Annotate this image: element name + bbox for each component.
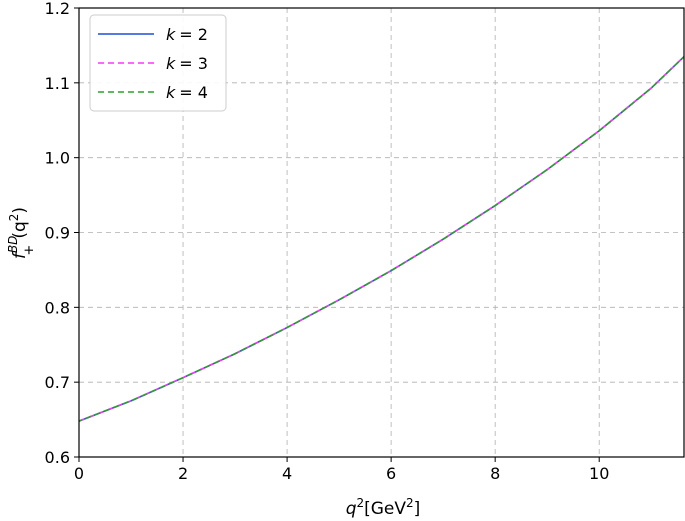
x-label-unit-close: ] [414, 499, 421, 519]
ticks: 0 2 4 6 8 10 0.6 0.7 0.8 0.9 1.0 1.1 1.2 [45, 0, 610, 483]
y-label-arg-close: ) [10, 207, 30, 214]
y-tick-label: 0.8 [45, 298, 70, 317]
legend-label-k4: k = 4 [166, 83, 208, 102]
legend-label-k2: k = 2 [166, 25, 208, 44]
y-label-sub: + [22, 245, 37, 256]
x-axis-label: q2[GeV2] [346, 496, 421, 519]
x-tick-label: 8 [490, 464, 500, 483]
x-tick-label: 0 [74, 464, 84, 483]
y-tick-label: 1.0 [45, 149, 70, 168]
series-line-k4 [78, 56, 685, 422]
x-tick-label: 6 [386, 464, 396, 483]
x-tick-label: 10 [589, 464, 609, 483]
x-tick-label: 2 [178, 464, 188, 483]
x-label-unit-sup: 2 [406, 496, 414, 510]
y-tick-label: 1.1 [45, 74, 70, 93]
legend-box [89, 14, 227, 112]
x-label-unit: [GeV [364, 499, 406, 519]
y-tick-label: 0.7 [45, 373, 70, 392]
legend: k = 2 k = 3 k = 4 [89, 14, 227, 112]
y-label-sup: BD [6, 236, 20, 253]
y-tick-label: 0.6 [45, 448, 70, 467]
x-label-base: q [346, 499, 357, 519]
y-tick-label: 0.9 [45, 224, 70, 243]
legend-label-k3: k = 3 [166, 54, 208, 73]
y-label-arg: (q [10, 221, 30, 238]
series-lines [78, 56, 685, 422]
x-label-sup: 2 [356, 496, 364, 510]
y-label-base: f [10, 250, 30, 259]
y-tick-label: 1.2 [45, 0, 70, 18]
y-axis-label: fBD + (q2) [6, 207, 37, 259]
y-label-arg-sup: 2 [7, 214, 21, 222]
x-tick-label: 4 [282, 464, 292, 483]
